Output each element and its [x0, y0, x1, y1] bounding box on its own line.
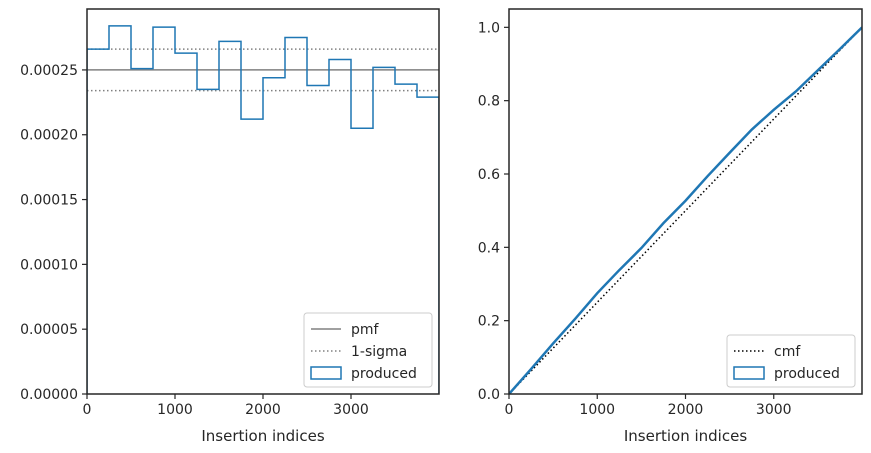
- y-tick-label: 0.4: [478, 240, 500, 256]
- legend-swatch-produced: [733, 366, 765, 380]
- pmf-histogram-panel: 0 1000 2000 3000 0.00000 0.00005 0.00010 0.0001…: [20, 8, 440, 445]
- plot-area: [87, 25, 439, 394]
- y-tick-label: 0.00010: [20, 257, 78, 273]
- produced-histogram: [87, 25, 439, 394]
- y-tick-label: 0.6: [478, 167, 500, 183]
- legend: cmf produced: [726, 334, 856, 388]
- cmf-line: [509, 26, 862, 394]
- x-tick-label: 3000: [756, 402, 792, 418]
- x-axis-label: Insertion indices: [624, 427, 747, 445]
- x-tick-label: 2000: [245, 402, 281, 418]
- x-tick-label: 2000: [668, 402, 704, 418]
- legend-label-sigma: 1-sigma: [351, 344, 407, 360]
- y-tick-label: 0.0: [478, 387, 500, 403]
- legend-box: [726, 334, 856, 388]
- y-tick-label: 0.2: [478, 314, 500, 330]
- x-tick-label: 0: [83, 402, 92, 418]
- legend: pmf 1-sigma produced: [303, 312, 433, 388]
- x-tick-label: 0: [505, 402, 514, 418]
- produced-cumulative-line: [509, 26, 862, 394]
- legend-label-produced: produced: [351, 366, 417, 382]
- y-tick-label: 0.00015: [20, 193, 78, 209]
- x-axis-label: Insertion indices: [201, 427, 324, 445]
- y-tick-label: 1.0: [478, 20, 500, 36]
- cmf-panel: 0 1000 2000 3000 0.0 0.2 0.4 0.6 0.8 1.0 Insertion…: [478, 8, 863, 445]
- legend-swatch-produced: [310, 366, 342, 380]
- legend-label-produced: produced: [774, 366, 840, 382]
- y-tick-label: 0.00000: [20, 387, 78, 403]
- y-tick-label: 0.00025: [20, 63, 78, 79]
- plot-area: [509, 26, 862, 394]
- legend-label-cmf: cmf: [774, 344, 801, 360]
- y-tick-label: 0.8: [478, 94, 500, 110]
- x-tick-label: 3000: [333, 402, 369, 418]
- x-tick-label: 1000: [157, 402, 193, 418]
- y-tick-label: 0.00020: [20, 128, 78, 144]
- y-tick-label: 0.00005: [20, 322, 78, 338]
- legend-box: [303, 312, 433, 388]
- x-tick-label: 1000: [579, 402, 615, 418]
- legend-label-pmf: pmf: [351, 322, 380, 338]
